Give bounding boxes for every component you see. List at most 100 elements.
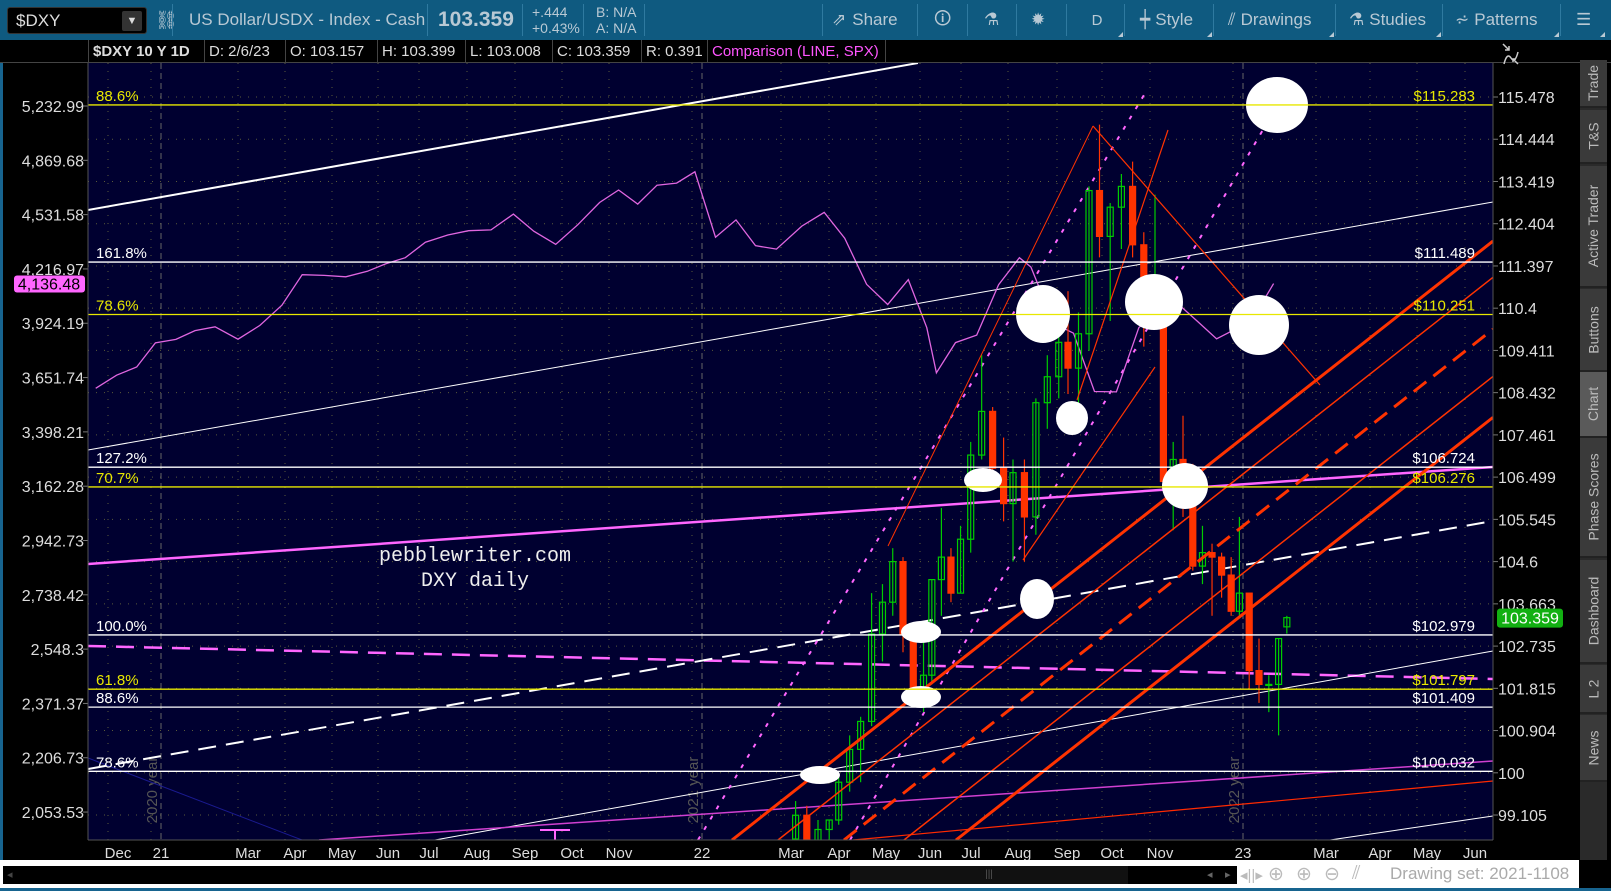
- chevron-down-icon[interactable]: ▼: [122, 11, 142, 31]
- left-axis-tick-label: 2,053.53: [22, 805, 84, 822]
- studies-label: Studies: [1369, 10, 1426, 29]
- candle-up: [825, 819, 833, 831]
- right-axis-tick-label: 107.461: [1498, 428, 1556, 445]
- right-axis-tick-label: 103.663: [1498, 597, 1556, 614]
- fib-level-price: $110.251: [1414, 298, 1475, 315]
- fib-level-percent: 61.8%: [96, 672, 139, 689]
- tab-l-2[interactable]: L 2: [1580, 665, 1607, 714]
- zoom-in-icon[interactable]: ⊕: [1296, 864, 1312, 885]
- tab-news[interactable]: News: [1580, 715, 1607, 782]
- fib-level-price: $102.979: [1412, 618, 1475, 635]
- trendline-white-thin: [1329, 815, 1493, 840]
- fib-level-price: $106.724: [1412, 450, 1475, 467]
- left-axis-tick-label: 3,651.74: [22, 371, 84, 388]
- fib-level-percent: 100.0%: [96, 618, 147, 635]
- right-axis-tick-label: 102.735: [1498, 639, 1556, 656]
- crosshair-icon[interactable]: ⊕: [1268, 864, 1284, 885]
- trendline-red-thin: [1092, 125, 1321, 386]
- trendline-purple: [318, 760, 1493, 840]
- zoom-out-icon[interactable]: ⊖: [1324, 864, 1340, 885]
- candle-down: [999, 467, 1008, 505]
- candle-down: [947, 556, 955, 594]
- window-border: [0, 0, 3, 891]
- bid-ask: B: N/A A: N/A: [596, 0, 636, 40]
- trendline-white-thin: [434, 650, 1493, 840]
- channel-line: [955, 416, 1493, 840]
- left-axis-tick-label: 2,371.37: [22, 696, 84, 713]
- tab-buttons[interactable]: Buttons: [1580, 289, 1607, 372]
- tab-t-s[interactable]: T&S: [1580, 110, 1607, 164]
- fib-level-percent: 161.8%: [96, 245, 147, 262]
- bar-open: O: 103.157: [286, 40, 378, 63]
- annotation-site: pebblewriter.com: [379, 545, 571, 568]
- menu-icon[interactable]: ☰: [1576, 0, 1606, 40]
- drawing-lines-icon[interactable]: ⫽: [1352, 863, 1361, 884]
- highlight-ellipse: [1020, 579, 1054, 619]
- pan-icon[interactable]: ◂||▸: [1240, 867, 1263, 884]
- scroll-left-icon[interactable]: ◂: [7, 869, 13, 881]
- tab-trade[interactable]: Trade: [1580, 60, 1607, 108]
- style-button[interactable]: ┿ Style: [1140, 0, 1213, 40]
- tab-active-trader[interactable]: Active Trader: [1580, 166, 1607, 288]
- studies-button[interactable]: ⚗ Studies: [1349, 0, 1442, 40]
- comparison-price-badge: [14, 275, 85, 293]
- candle-down: [1208, 552, 1216, 558]
- annotation-title: DXY daily: [421, 570, 529, 593]
- candle-down: [1189, 498, 1197, 567]
- candle-up: [878, 601, 887, 635]
- right-axis-tick-label: 100.904: [1498, 724, 1556, 741]
- symbol-input[interactable]: $DXY ▼: [7, 7, 147, 34]
- drawings-button[interactable]: ⫽ Drawings: [1228, 0, 1335, 40]
- right-axis-tick-label: 110.4: [1498, 301, 1537, 318]
- candle-up: [1274, 637, 1283, 686]
- candle-down: [1227, 574, 1235, 612]
- scroll-left-icon[interactable]: ◂: [1207, 869, 1213, 881]
- tab-label: Dashboard: [1585, 576, 1602, 646]
- link-icon[interactable]: ⛓: [155, 9, 178, 30]
- channel-line: [731, 239, 1493, 840]
- fib-level-percent: 78.6%: [96, 754, 139, 771]
- gear-icon[interactable]: ✹: [1031, 10, 1046, 29]
- candle-down: [1245, 592, 1253, 672]
- divider: [522, 4, 523, 36]
- horizontal-scrollbar[interactable]: ◂ ||| ◂ ▸: [3, 866, 1237, 884]
- patterns-button[interactable]: ⩫ Patterns: [1455, 0, 1560, 40]
- scroll-right-icon[interactable]: ▸: [1225, 869, 1231, 881]
- trendline-magenta-dotted: [697, 94, 1145, 840]
- candle-down: [1064, 341, 1072, 369]
- share-button[interactable]: ⇗ Share: [832, 0, 898, 40]
- trendline-red-thin: [852, 780, 1493, 840]
- candle-up: [937, 556, 946, 581]
- right-axis-tick-label: 108.432: [1498, 386, 1556, 403]
- comparison-price-badge-text: 4,136.48: [18, 276, 80, 293]
- candle-up: [919, 674, 928, 695]
- scrollbar-thumb[interactable]: |||: [850, 866, 1128, 884]
- year-label: 2021 year: [685, 757, 702, 824]
- plot-area: [88, 63, 1493, 840]
- left-axis-tick-label: 4,531.58: [22, 208, 84, 225]
- candle-up: [1283, 617, 1291, 628]
- drawing-lines-icon: ⫽: [1228, 10, 1236, 29]
- tab-chart[interactable]: Chart: [1580, 372, 1607, 438]
- fib-level-price: $111.489: [1415, 245, 1475, 262]
- left-axis-tick-label: 2,738.42: [22, 588, 84, 605]
- divider: [1442, 4, 1443, 36]
- flask-icon[interactable]: ⚗: [984, 10, 1000, 29]
- candle-down: [803, 814, 811, 840]
- patterns-label: Patterns: [1474, 10, 1538, 29]
- trendline-white-dashed: [88, 520, 1493, 770]
- divider: [967, 4, 968, 36]
- fib-level-percent: 70.7%: [96, 470, 139, 487]
- candle-down: [1140, 244, 1148, 297]
- fib-level-price: $101.797: [1412, 672, 1475, 689]
- period-button[interactable]: D: [1070, 0, 1124, 40]
- trendline-white-thin: [88, 201, 1493, 451]
- comparison-label[interactable]: Comparison (LINE, SPX): [708, 40, 886, 63]
- tab-phase-scores[interactable]: Phase Scores: [1580, 438, 1607, 558]
- info-icon[interactable]: 🛈: [934, 8, 952, 28]
- fib-level-percent: 88.6%: [96, 88, 139, 105]
- instrument-description: US Dollar/USDX - Index - Cash: [189, 10, 426, 29]
- drawing-set-label[interactable]: Drawing set: 2021-1108: [1390, 864, 1570, 883]
- tab-dashboard[interactable]: Dashboard: [1580, 560, 1607, 664]
